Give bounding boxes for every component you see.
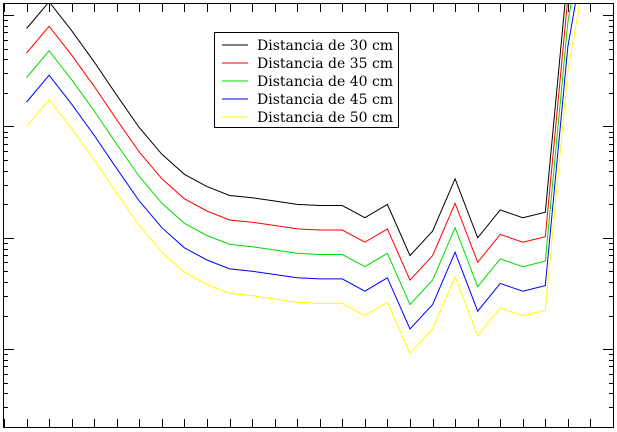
series-line-5 (26, 4, 581, 355)
legend-label-5: Distancia de 50 cm (257, 110, 393, 126)
series-line-1 (26, 4, 566, 257)
series-layer (26, 4, 581, 355)
legend: Distancia de 30 cm Distancia de 35 cm Di… (214, 32, 399, 128)
series-line-4 (26, 4, 576, 330)
legend-label-4: Distancia de 45 cm (257, 92, 393, 108)
legend-box (214, 32, 399, 128)
legend-label-1: Distancia de 30 cm (257, 38, 393, 54)
axis-ticks (4, 4, 614, 428)
legend-label-2: Distancia de 35 cm (257, 56, 393, 72)
series-line-3 (26, 4, 572, 306)
series-line-2 (26, 4, 568, 281)
legend-label-3: Distancia de 40 cm (257, 74, 393, 90)
